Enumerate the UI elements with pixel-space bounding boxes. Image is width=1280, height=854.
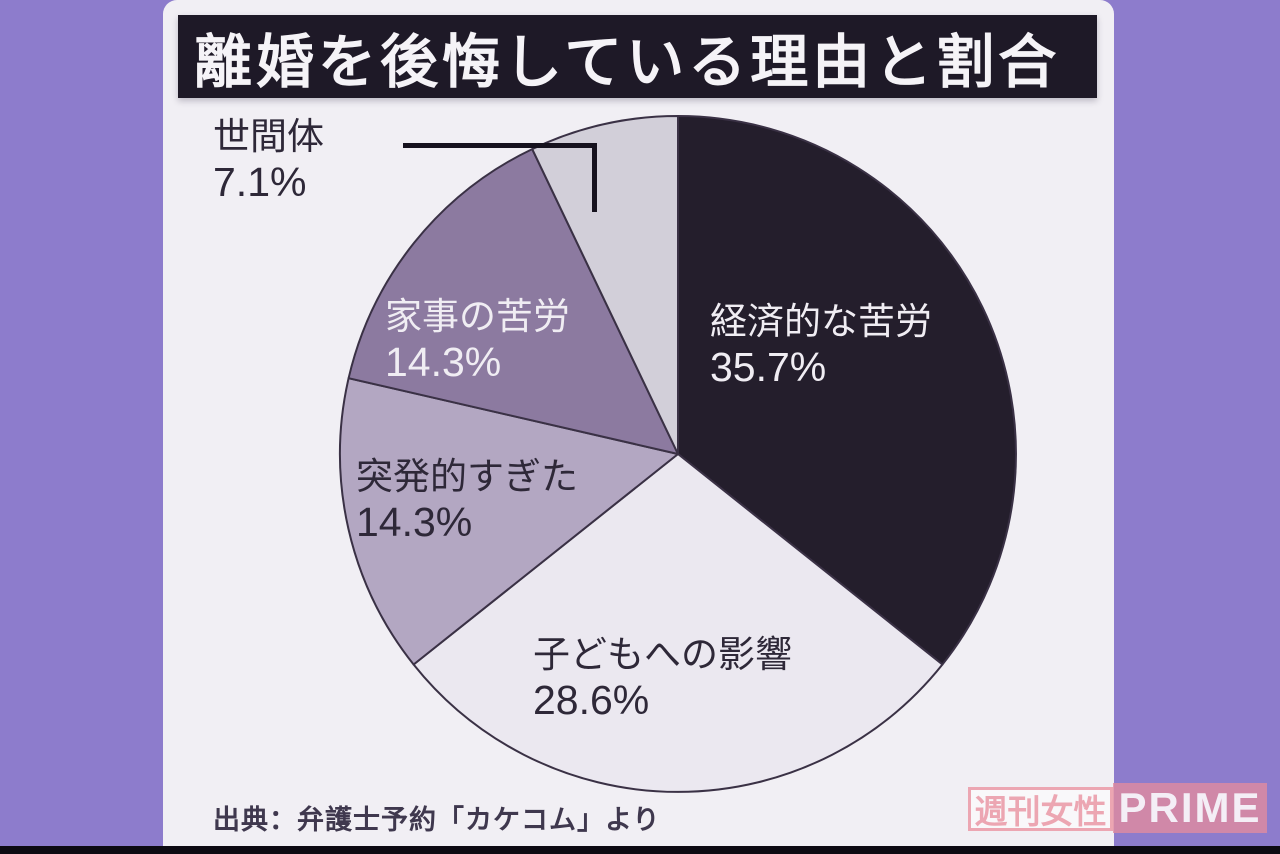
slice-name: 経済的な苦労 — [710, 301, 932, 342]
slice-name: 家事の苦労 — [385, 296, 570, 337]
watermark-shukan-josei: 週刊女性 — [968, 787, 1113, 831]
slice-percent: 28.6% — [533, 677, 650, 723]
source-citation: 出典：弁護士予約「カケコム」より — [213, 805, 661, 835]
slice-label-public-appearances: 世間体 7.1% — [213, 118, 324, 203]
slice-percent: 14.3% — [385, 339, 502, 385]
bottom-black-strip — [0, 846, 1280, 854]
slice-name: 突発的すぎた — [356, 456, 578, 497]
slice-label-economic-hardship: 経済的な苦労 35.7% — [710, 303, 932, 388]
watermark-prime: PRIME — [1113, 783, 1267, 833]
slice-percent: 7.1% — [213, 159, 307, 205]
slice-label-too-sudden: 突発的すぎた 14.3% — [356, 458, 578, 543]
slice-percent: 14.3% — [356, 499, 473, 545]
pie-slice-0 — [677, 115, 1017, 666]
chart-title: 離婚を後悔している理由と割合 — [194, 29, 1061, 95]
callout-line-horizontal — [403, 143, 597, 148]
slice-label-impact-on-children: 子どもへの影響 28.6% — [533, 636, 792, 721]
publisher-watermark: 週刊女性 PRIME — [968, 783, 1267, 833]
slice-name: 子どもへの影響 — [533, 634, 792, 675]
slice-percent: 35.7% — [710, 344, 827, 390]
pie-slice-1 — [412, 453, 944, 793]
slice-label-housework-hardship: 家事の苦労 14.3% — [385, 298, 570, 383]
slice-name: 世間体 — [213, 116, 324, 157]
chart-title-bar: 離婚を後悔している理由と割合 — [178, 15, 1097, 98]
callout-line-vertical — [592, 143, 597, 212]
pie-slice-3 — [347, 148, 679, 455]
pie-slice-2 — [339, 377, 679, 666]
